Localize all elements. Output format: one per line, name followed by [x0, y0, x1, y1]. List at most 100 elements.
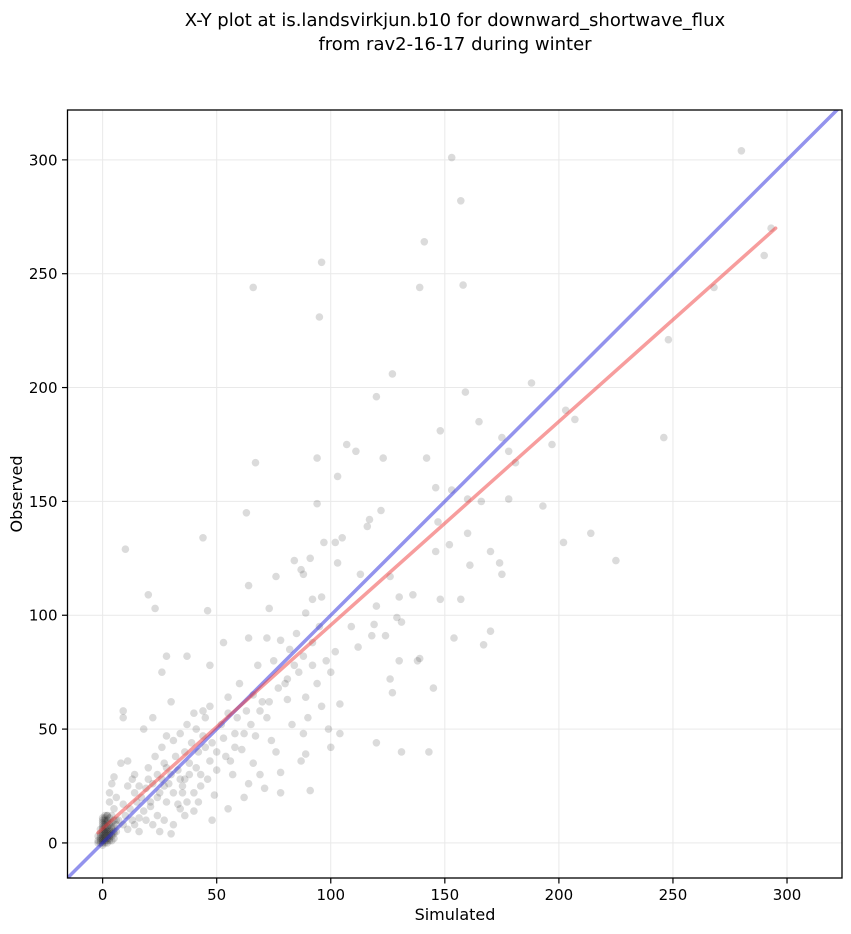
scatter-point: [420, 238, 429, 246]
scatter-point: [165, 779, 173, 788]
scatter-point: [103, 811, 111, 820]
scatter-point: [315, 313, 324, 321]
scatter-point: [105, 789, 114, 797]
scatter-point: [504, 495, 513, 503]
scatter-point: [160, 759, 168, 767]
scatter-point: [112, 793, 121, 802]
scatter-point: [144, 775, 153, 783]
scatter-point: [265, 698, 274, 706]
scatter-point: [324, 725, 333, 733]
scatter-point: [539, 502, 547, 510]
scatter-point: [128, 775, 137, 783]
scatter-point: [381, 631, 390, 640]
scatter-point: [263, 713, 271, 722]
scatter-point: [94, 832, 102, 840]
scatter-point: [224, 693, 232, 701]
scatter-point: [477, 497, 486, 506]
scatter-point: [413, 657, 422, 665]
scatter-point: [288, 720, 296, 729]
scatter-point: [162, 652, 171, 660]
scatter-point: [135, 782, 143, 790]
scatter-point: [290, 661, 299, 670]
scatter-point: [208, 739, 216, 747]
scatter-point: [98, 814, 107, 822]
scatter-point: [119, 707, 127, 715]
scatter-point: [498, 570, 506, 579]
scatter-point: [331, 538, 340, 547]
scatter-point: [108, 823, 116, 831]
scatter-point: [297, 565, 305, 574]
scatter-point: [409, 591, 417, 599]
scatter-point: [347, 622, 356, 631]
scatter-point: [415, 654, 424, 663]
scatter-point: [463, 529, 472, 538]
scatter-point: [436, 427, 445, 435]
y-tick-label: 250: [29, 265, 58, 283]
scatter-point: [447, 153, 456, 162]
scatter-point: [253, 661, 262, 670]
scatter-point: [144, 764, 153, 772]
scatter-point: [178, 789, 187, 797]
scatter-point: [110, 834, 118, 843]
scatter-point: [475, 417, 483, 426]
scatter-point: [123, 825, 132, 834]
scatter-point: [327, 743, 335, 752]
scatter-point: [167, 830, 175, 838]
scatter-point: [283, 695, 292, 704]
scatter-point: [153, 793, 162, 802]
scatter-point: [301, 693, 310, 701]
scatter-point: [276, 789, 285, 797]
scatter-point: [203, 606, 212, 615]
scatter-point: [176, 729, 184, 738]
scatter-point: [354, 643, 362, 651]
scatter-point: [235, 679, 244, 688]
scatter-point: [370, 620, 378, 629]
scatter-point: [196, 770, 205, 779]
scatter-point: [283, 675, 292, 683]
scatter-point: [304, 713, 312, 722]
scatter-point: [290, 556, 299, 565]
scatter-point: [231, 743, 239, 752]
scatter-point: [504, 447, 513, 456]
y-tick-label: 200: [29, 379, 58, 397]
scatter-point: [139, 725, 148, 733]
scatter-point: [295, 668, 303, 676]
plot-border: [66, 109, 843, 879]
scatter-point: [101, 816, 109, 824]
scatter-point: [181, 775, 189, 783]
scatter-point: [313, 679, 321, 688]
scatter-point: [96, 834, 105, 843]
x-tick-label: 100: [316, 886, 345, 904]
scatter-point: [222, 752, 230, 761]
scatter-point: [388, 688, 397, 697]
y-tick-label: 300: [29, 151, 58, 169]
scatter-point: [119, 800, 127, 808]
scatter-point: [178, 782, 187, 790]
scatter-point: [110, 805, 118, 813]
scatter-point: [299, 652, 308, 660]
x-tick-label: 200: [545, 886, 574, 904]
scatter-point: [495, 559, 504, 567]
scatter-point: [664, 335, 673, 344]
scatter-point: [185, 759, 194, 767]
scatter-point: [386, 675, 394, 683]
scatter-point: [327, 668, 335, 676]
scatter-point: [169, 736, 178, 745]
scatter-point: [158, 668, 166, 676]
scatter-point: [559, 538, 568, 547]
scatter-point: [457, 197, 465, 205]
scatter-point: [331, 647, 340, 656]
scatter-point: [101, 814, 109, 822]
scatter-point: [249, 759, 257, 767]
scatter-point: [276, 636, 285, 645]
scatter-point: [98, 816, 107, 824]
scatter-point: [297, 757, 305, 765]
scatter-point: [171, 752, 180, 761]
scatter-point: [479, 641, 488, 649]
scatter-point: [461, 388, 470, 396]
scatter-point: [94, 836, 102, 845]
scatter-point: [256, 770, 264, 779]
scatter-point: [201, 743, 210, 752]
scatter-point: [457, 595, 465, 604]
scatter-point: [153, 811, 162, 820]
